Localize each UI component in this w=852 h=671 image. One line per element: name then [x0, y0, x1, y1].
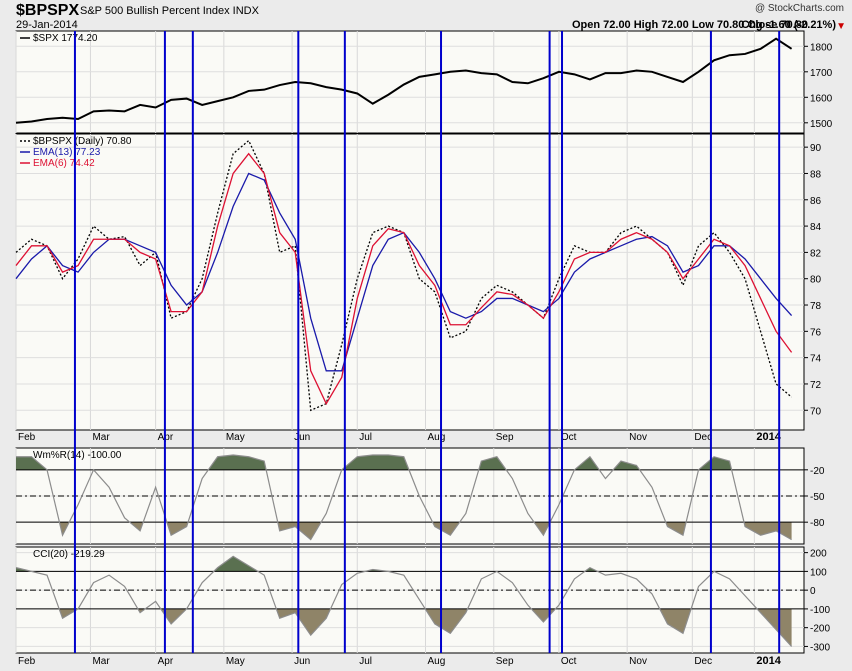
y-tick-label-bpspx: 74 [810, 354, 822, 365]
y-tick-label-bpspx: 88 [810, 169, 822, 180]
x-tick-label-10: Dec [694, 656, 712, 667]
series-line-bpspx-2 [15, 152, 793, 406]
legend-label-cci-0: CCI(20) -219.29 [33, 549, 105, 560]
y-tick-label-spx: 1700 [810, 68, 833, 79]
x-tick-label-3: May [226, 432, 245, 443]
x-tick-label-8: Oct [561, 656, 577, 667]
x-tick-label-11: 2014 [756, 431, 781, 443]
symbol-title: $BPSPX [16, 2, 80, 19]
overbought-fill [16, 454, 792, 470]
x-tick-label-0: Feb [18, 432, 36, 443]
y-tick-label-bpspx: 84 [810, 222, 822, 233]
x-tick-label-7: Sep [496, 432, 514, 443]
y-tick-label-bpspx: 82 [810, 248, 822, 259]
panel-spx [15, 30, 805, 134]
legend-label-willr-0: Wm%R(14) -100.00 [33, 450, 122, 461]
x-tick-label-6: Aug [428, 432, 446, 443]
x-tick-label-3: May [226, 656, 245, 667]
y-tick-label-spx: 1500 [810, 119, 833, 130]
y-tick-label-cci: 100 [810, 567, 827, 578]
x-tick-label-7: Sep [496, 656, 514, 667]
oversold-fill [16, 522, 792, 540]
panel-cci [15, 546, 805, 654]
x-tick-label-11: 2014 [756, 655, 781, 667]
legend-label-bpspx-1: EMA(13) 77.23 [33, 147, 101, 158]
x-tick-label-4: Jun [294, 432, 310, 443]
y-tick-label-cci: -100 [810, 605, 830, 616]
y-tick-label-cci: 200 [810, 549, 827, 560]
symbol-description: S&P 500 Bullish Percent Index INDX [80, 5, 259, 17]
legend-label-bpspx-0: $BPSPX (Daily) 70.80 [33, 136, 132, 147]
y-tick-label-bpspx: 76 [810, 327, 822, 338]
x-tick-label-2: Apr [158, 656, 174, 667]
legend-label-bpspx-2: EMA(6) 74.42 [33, 158, 95, 169]
watermark: @ StockCharts.com [754, 3, 844, 14]
down-arrow-icon: ▼ [836, 21, 846, 32]
x-tick-label-10: Dec [694, 432, 712, 443]
y-tick-label-spx: 1800 [810, 42, 833, 53]
x-tick-label-5: Jul [359, 432, 372, 443]
y-tick-label-spx: 1600 [810, 93, 833, 104]
x-tick-label-6: Aug [428, 656, 446, 667]
y-tick-label-bpspx: 86 [810, 196, 822, 207]
legend-label-spx-0: $SPX 1774.20 [33, 33, 98, 44]
y-tick-label-cci: -200 [810, 624, 830, 635]
quote-readout: Open 72.00 High 72.00 Low 70.80 Close 70… [571, 19, 808, 31]
panel-bpspx [15, 133, 805, 431]
x-tick-label-9: Nov [629, 656, 647, 667]
x-tick-label-8: Oct [561, 432, 577, 443]
y-tick-label-bpspx: 78 [810, 301, 822, 312]
y-tick-label-cci: 0 [810, 586, 816, 597]
oscillator-line [16, 454, 792, 541]
chart-date: 29-Jan-2014 [16, 19, 78, 31]
x-tick-label-9: Nov [629, 432, 647, 443]
series-line-spx-0 [15, 37, 793, 124]
y-tick-label-bpspx: 80 [810, 275, 822, 286]
x-tick-label-0: Feb [18, 656, 36, 667]
x-tick-label-4: Jun [294, 656, 310, 667]
y-tick-label-bpspx: 72 [810, 380, 822, 391]
y-tick-label-willr: -80 [810, 518, 825, 529]
y-tick-label-willr: -50 [810, 492, 825, 503]
x-tick-label-5: Jul [359, 656, 372, 667]
x-tick-label-1: Mar [92, 656, 110, 667]
y-tick-label-bpspx: 90 [810, 143, 822, 154]
x-tick-label-1: Mar [92, 432, 110, 443]
change-readout: Chg -1.60 (-2.21%) [741, 19, 836, 31]
y-tick-label-cci: -300 [810, 642, 830, 653]
y-tick-label-willr: -20 [810, 466, 825, 477]
oscillator-line [15, 555, 793, 647]
y-tick-label-bpspx: 70 [810, 406, 822, 417]
